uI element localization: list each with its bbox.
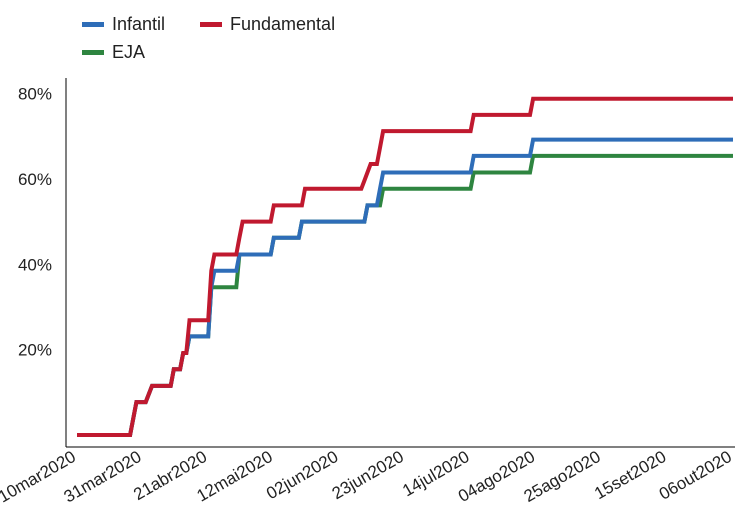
x-tick-label: 15set2020 xyxy=(591,447,669,503)
legend-swatch-infantil xyxy=(82,22,104,27)
legend-label-infantil: Infantil xyxy=(112,14,166,34)
legend-item-eja: EJA xyxy=(82,42,145,63)
legend-swatch-fundamental xyxy=(200,22,222,27)
x-tick-label: 02jun2020 xyxy=(263,447,341,503)
series-line-eja xyxy=(77,153,733,437)
y-tick-label: 40% xyxy=(18,255,52,274)
legend-item-infantil: Infantil xyxy=(82,14,165,35)
series-line-fundamental xyxy=(77,96,733,437)
legend-label-fundamental: Fundamental xyxy=(230,14,336,34)
legend-label-eja: EJA xyxy=(112,42,146,62)
legend-item-fundamental: Fundamental xyxy=(200,14,335,35)
y-tick-label: 60% xyxy=(18,170,52,189)
y-tick-label: 80% xyxy=(18,85,52,104)
legend-swatch-eja xyxy=(82,50,104,55)
y-tick-label: 20% xyxy=(18,341,52,360)
x-tick-label: 06out2020 xyxy=(656,447,735,504)
x-tick-label: 23jun2020 xyxy=(329,447,407,503)
series-line-infantil xyxy=(77,137,733,437)
x-tick-label: 12mai2020 xyxy=(193,447,275,506)
